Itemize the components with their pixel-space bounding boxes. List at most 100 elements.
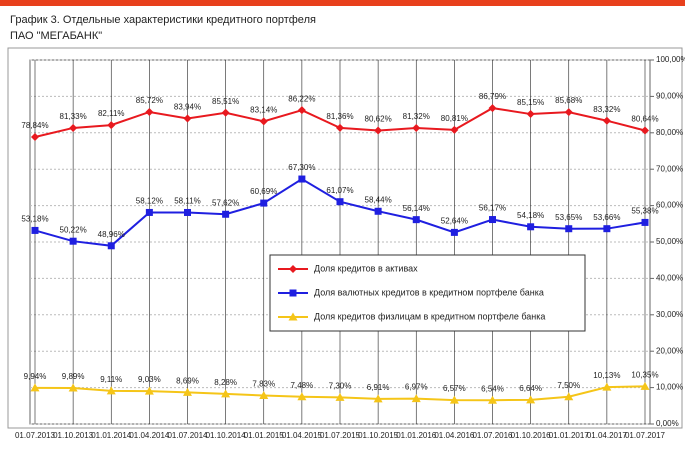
marker	[222, 210, 230, 218]
y-tick-label: 30,00%	[656, 310, 683, 319]
marker	[564, 392, 574, 401]
data-label: 81,36%	[326, 112, 353, 121]
data-label: 56,14%	[403, 204, 430, 213]
data-label: 83,94%	[174, 103, 201, 112]
data-label: 7,50%	[557, 381, 580, 390]
marker	[221, 108, 230, 117]
x-tick-label: 01.10.2015	[358, 431, 399, 440]
y-tick-label: 100,00%	[656, 55, 685, 64]
y-tick-label: 20,00%	[656, 346, 683, 355]
marker	[449, 395, 459, 404]
marker	[145, 208, 153, 216]
marker	[526, 395, 536, 404]
marker	[289, 265, 297, 273]
marker	[412, 123, 421, 132]
marker	[298, 175, 306, 183]
marker	[336, 123, 344, 132]
marker	[259, 117, 268, 126]
marker	[640, 381, 650, 390]
data-label: 81,33%	[60, 112, 87, 121]
data-label: 7,83%	[252, 380, 275, 389]
data-label: 50,22%	[60, 225, 87, 234]
x-tick-label: 01.10.2013	[53, 431, 94, 440]
x-tick-label: 01.04.2015	[282, 431, 323, 440]
data-label: 83,32%	[593, 105, 620, 114]
marker	[641, 126, 649, 135]
marker	[221, 389, 231, 398]
marker	[602, 116, 611, 125]
y-tick-label: 80,00%	[656, 128, 683, 137]
marker	[288, 312, 298, 321]
data-label: 85,68%	[555, 96, 582, 105]
x-tick-label: 01.01.2017	[549, 431, 590, 440]
chart-title: График 3. Отдельные характеристики креди…	[10, 14, 316, 26]
marker	[603, 225, 611, 233]
y-tick-label: 50,00%	[656, 237, 683, 246]
x-tick-label: 01.10.2014	[206, 431, 247, 440]
data-label: 67,30%	[288, 163, 315, 172]
data-label: 9,11%	[100, 375, 122, 384]
data-label: 54,18%	[517, 211, 544, 220]
marker	[297, 392, 307, 401]
marker	[335, 392, 345, 401]
marker	[488, 104, 497, 113]
legend-label: Доля кредитов физлицам в кредитном портф…	[314, 311, 545, 321]
marker	[68, 383, 78, 392]
data-label: 6,97%	[405, 383, 428, 392]
y-tick-label: 70,00%	[656, 164, 683, 173]
marker	[145, 107, 154, 116]
marker	[374, 126, 383, 135]
data-label: 8,28%	[214, 378, 237, 387]
y-tick-label: 60,00%	[656, 201, 683, 210]
top-strip	[0, 0, 685, 6]
data-label: 85,72%	[136, 96, 163, 105]
data-label: 6,64%	[519, 384, 542, 393]
data-label: 61,07%	[326, 186, 353, 195]
marker	[450, 228, 458, 236]
chart-subtitle: ПАО "МЕГАБАНК"	[10, 30, 102, 42]
marker	[183, 387, 192, 396]
marker	[30, 383, 40, 392]
y-tick-label: 0,00%	[656, 419, 679, 428]
marker	[31, 226, 39, 234]
marker	[260, 199, 268, 207]
marker	[488, 395, 497, 404]
data-label: 78,84%	[21, 121, 48, 130]
marker	[144, 386, 154, 395]
data-label: 53,66%	[593, 213, 620, 222]
x-tick-label: 01.07.2013	[15, 431, 56, 440]
data-label: 9,89%	[62, 372, 85, 381]
data-label: 57,62%	[212, 198, 239, 207]
x-tick-label: 01.04.2017	[587, 431, 628, 440]
y-tick-label: 10,00%	[656, 383, 683, 392]
x-tick-label: 01.07.2016	[472, 431, 513, 440]
marker	[336, 198, 344, 206]
data-label: 86,79%	[479, 92, 506, 101]
data-label: 58,12%	[136, 197, 163, 206]
marker	[450, 125, 459, 134]
data-label: 60,69%	[250, 187, 277, 196]
data-label: 9,94%	[24, 372, 47, 381]
data-label: 80,64%	[631, 115, 658, 124]
data-label: 86,22%	[288, 94, 315, 103]
marker	[69, 123, 78, 132]
marker	[565, 225, 573, 233]
x-tick-label: 01.04.2016	[434, 431, 475, 440]
data-label: 6,57%	[443, 384, 466, 393]
x-tick-label: 01.01.2015	[244, 431, 285, 440]
data-label: 83,14%	[250, 105, 277, 114]
legend-label: Доля кредитов в активах	[314, 263, 418, 273]
y-tick-label: 90,00%	[656, 92, 683, 101]
marker	[564, 108, 573, 117]
legend-label: Доля валютных кредитов в кредитном портф…	[314, 287, 544, 297]
data-label: 9,03%	[138, 375, 161, 384]
data-label: 6,54%	[481, 384, 504, 393]
data-label: 7,30%	[329, 382, 352, 391]
data-label: 6,91%	[367, 383, 390, 392]
y-tick-label: 40,00%	[656, 274, 683, 283]
marker	[527, 223, 535, 231]
marker	[602, 382, 612, 391]
legend-box	[269, 254, 586, 332]
data-label: 58,44%	[365, 195, 392, 204]
